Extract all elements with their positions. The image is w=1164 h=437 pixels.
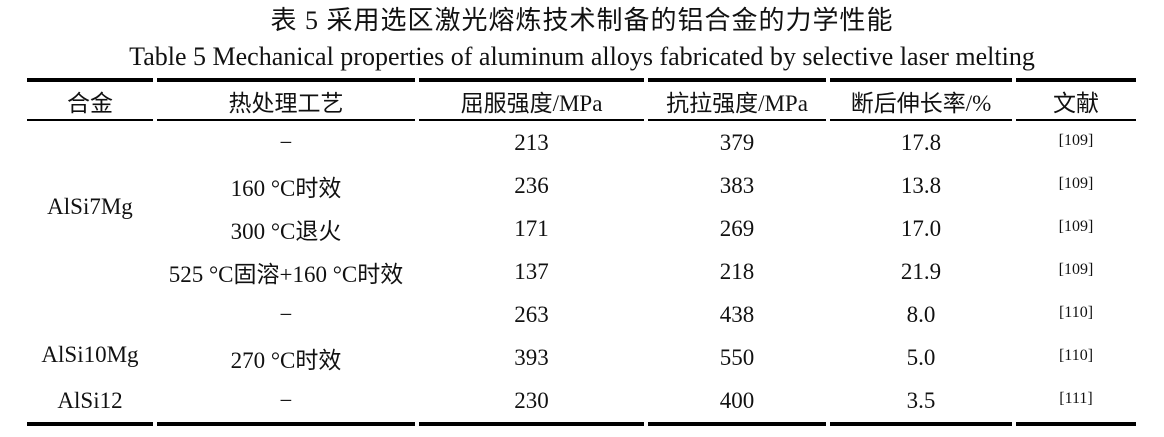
yield-strength-cell: 393	[514, 344, 549, 370]
table-row: 160 °C时效 236 383 13.8 [109]	[27, 164, 1136, 207]
treatment-cell: −	[157, 379, 415, 426]
mechanical-properties-table: 合金 热处理工艺 屈服强度/MPa 抗拉强度/MPa 断后伸长率/% 文献 Al…	[23, 78, 1140, 426]
reference-superscript: [110]	[1058, 346, 1094, 364]
table-row: AlSi10Mg − 263 438 8.0 [110]	[27, 293, 1136, 368]
yield-strength-cell: 137	[514, 258, 549, 284]
column-header-reference: 文献	[1016, 78, 1136, 121]
reference-superscript: [110]	[1058, 303, 1094, 321]
table-row: AlSi7Mg − 213 379 17.8 [109]	[27, 121, 1136, 220]
tensile-strength-cell: 400	[648, 379, 826, 426]
elongation-cell: 13.8	[900, 172, 942, 198]
treatment-cell: 300 °C退火	[230, 218, 342, 244]
alloy-cell: AlSi7Mg	[47, 194, 133, 219]
reference-cell: [111]	[1016, 379, 1136, 426]
table-row: AlSi12 − 230 400 3.5 [111]	[27, 379, 1136, 426]
column-header-tensile-strength: 抗拉强度/MPa	[648, 78, 826, 121]
elongation-cell: 8.0	[906, 301, 936, 327]
yield-strength-cell: 213	[514, 129, 549, 155]
column-header-alloy: 合金	[27, 78, 153, 121]
tensile-strength-cell: 383	[719, 172, 755, 198]
table-row: 300 °C退火 171 269 17.0 [109]	[27, 207, 1136, 250]
reference-cell: [110]	[1016, 293, 1136, 336]
reference-superscript: [109]	[1058, 174, 1094, 192]
yield-strength-cell: 171	[514, 215, 549, 241]
reference-superscript: [109]	[1058, 217, 1094, 235]
tensile-strength-cell: 438	[719, 301, 755, 327]
reference-superscript: [111]	[1059, 389, 1093, 407]
treatment-cell: −	[279, 301, 293, 327]
elongation-cell: 17.0	[900, 215, 942, 241]
column-header-treatment: 热处理工艺	[157, 78, 415, 121]
treatment-cell: 160 °C时效	[230, 175, 342, 201]
yield-strength-cell: 263	[514, 301, 549, 327]
treatment-cell: −	[279, 129, 293, 155]
reference-superscript: [109]	[1058, 131, 1094, 149]
header-row: 合金 热处理工艺 屈服强度/MPa 抗拉强度/MPa 断后伸长率/% 文献	[27, 78, 1136, 121]
alloy-cell: AlSi12	[27, 379, 153, 426]
reference-cell: [109]	[1016, 121, 1136, 164]
treatment-cell: 525 °C固溶+160 °C时效	[168, 261, 404, 287]
tensile-strength-cell: 269	[719, 215, 755, 241]
column-header-elongation: 断后伸长率/%	[830, 78, 1012, 121]
alloy-cell: AlSi10Mg	[41, 342, 139, 367]
elongation-cell: 21.9	[900, 258, 942, 284]
column-header-yield-strength: 屈服强度/MPa	[419, 78, 644, 121]
table-row: 270 °C时效 393 550 5.0 [110]	[27, 336, 1136, 379]
tensile-strength-cell: 218	[719, 258, 755, 284]
yield-strength-cell: 230	[419, 379, 644, 426]
table-title-en: Table 5 Mechanical properties of aluminu…	[129, 42, 1035, 71]
tensile-strength-cell: 379	[719, 129, 755, 155]
elongation-cell: 3.5	[830, 379, 1012, 426]
reference-cell: [109]	[1016, 207, 1136, 250]
reference-superscript: [109]	[1058, 260, 1094, 278]
yield-strength-cell: 236	[514, 172, 549, 198]
elongation-cell: 5.0	[906, 344, 936, 370]
treatment-cell: 270 °C时效	[230, 347, 342, 373]
reference-cell: [109]	[1016, 164, 1136, 207]
reference-cell: [110]	[1016, 336, 1136, 379]
table-row: 525 °C固溶+160 °C时效 137 218 21.9 [109]	[27, 250, 1136, 293]
reference-cell: [109]	[1016, 250, 1136, 293]
tensile-strength-cell: 550	[719, 344, 755, 370]
elongation-cell: 17.8	[900, 129, 942, 155]
table-title-zh: 表 5 采用选区激光熔炼技术制备的铝合金的力学性能	[270, 6, 894, 35]
